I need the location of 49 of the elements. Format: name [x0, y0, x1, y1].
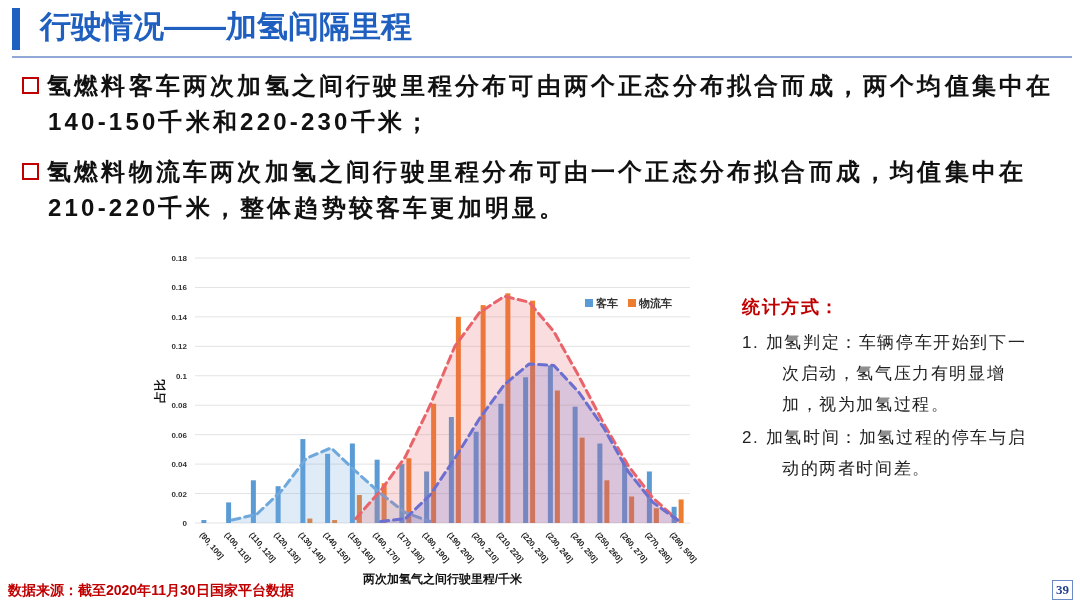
y-tick-label: 0.18: [171, 254, 188, 263]
y-tick-label: 0.02: [171, 489, 188, 499]
bar: [678, 499, 684, 523]
y-tick-label: 0.08: [171, 401, 188, 411]
bar: [325, 453, 331, 523]
bar: [547, 365, 553, 523]
bar: [250, 480, 256, 523]
bar: [597, 443, 603, 523]
bar: [448, 417, 454, 523]
y-tick-label: 0.1: [175, 371, 188, 381]
text: 氢燃料客车两次加氢之间行驶里程分布可由两个正态分布拟合而成，两个均值集中在140-150千米和220-230千米；: [46, 71, 1055, 137]
y-tick-label: 0.12: [171, 342, 188, 352]
bar: [579, 437, 585, 523]
bar: [201, 520, 207, 523]
text: 2. 加氢时间：加氢过程的停车与启动的两者时间差。: [742, 427, 1027, 480]
bar: [572, 406, 578, 523]
bar: [431, 403, 437, 523]
bar: [332, 520, 338, 523]
bar: [349, 443, 355, 523]
bar: [653, 508, 659, 523]
text: 1. 加氢判定：车辆停车开始到下一次启动，氢气压力有明显增加，视为加氢过程。: [742, 332, 1027, 416]
bar: [629, 496, 635, 523]
bar: [604, 480, 610, 523]
bar: [473, 431, 479, 523]
bar: [498, 403, 504, 523]
text: 统计方式：: [742, 296, 841, 319]
bar: [226, 502, 232, 523]
y-tick-label: 0.04: [171, 460, 188, 470]
bar: [307, 518, 313, 523]
y-tick-label: 0.06: [171, 430, 188, 440]
text: 39: [1052, 580, 1073, 600]
bar: [300, 439, 306, 523]
bar: [406, 458, 412, 523]
bar: [505, 293, 511, 523]
y-tick-label: 0: [182, 519, 188, 528]
bar: [455, 316, 461, 523]
y-tick-label: 0.16: [171, 283, 188, 293]
y-axis-title: 占比: [153, 378, 167, 403]
x-axis-title: 两次加氢气之间行驶里程/千米: [361, 572, 524, 586]
bar: [480, 305, 486, 523]
bar: [523, 377, 529, 523]
legend-label: 客车: [595, 297, 618, 309]
text: 氢燃料物流车两次加氢之间行驶里程分布可由一个正态分布拟合而成，均值集中在210-220千米，整体趋势较客车更加明显。: [46, 157, 1028, 223]
chart-title: 行驶情况——加氢间隔里程: [40, 8, 412, 46]
legend-label: 物流车: [638, 297, 672, 309]
bar: [530, 300, 536, 523]
source-note: 数据来源：截至2020年11月30日国家平台数据: [8, 582, 294, 600]
bar: [554, 390, 560, 523]
y-tick-label: 0.14: [171, 312, 188, 322]
